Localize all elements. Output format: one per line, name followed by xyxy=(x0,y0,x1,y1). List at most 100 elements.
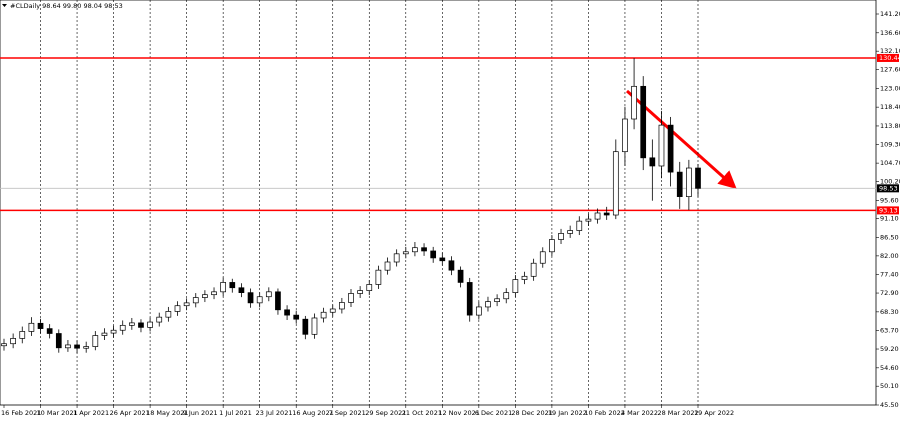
y-tick-label: 45.50 xyxy=(880,401,899,409)
y-tick-label: 132.10 xyxy=(880,47,900,55)
x-tick-label: 10 Feb 2022 xyxy=(584,409,624,417)
candle-body xyxy=(430,250,437,259)
y-tick-label: 68.30 xyxy=(880,308,899,316)
x-tick-label: 19 Jan 2022 xyxy=(548,409,587,417)
y-tick-label: 77.40 xyxy=(880,271,899,279)
candle-body xyxy=(311,317,318,335)
candle-body xyxy=(375,269,382,285)
level-label: 98.53 xyxy=(879,184,898,192)
y-tick-label: 59.20 xyxy=(880,345,899,353)
menu-icon[interactable] xyxy=(2,4,7,7)
candle-body xyxy=(439,257,446,262)
candle-body xyxy=(585,218,592,222)
candle-body xyxy=(521,275,528,280)
candle-body xyxy=(238,287,245,293)
level-label-bg xyxy=(877,206,899,215)
candle-body xyxy=(457,269,464,283)
y-tick-label: 109.30 xyxy=(880,140,900,148)
candle-body xyxy=(55,333,62,349)
y-tick-label: 113.80 xyxy=(880,122,900,130)
candle-body xyxy=(622,118,628,153)
y-tick-label: 104.70 xyxy=(880,159,900,167)
candle-body xyxy=(658,124,665,167)
candle-body xyxy=(667,124,674,173)
x-tick-label: 16 Feb 2021 xyxy=(1,409,41,417)
y-tick-label: 100.20 xyxy=(880,178,900,186)
level-label-bg xyxy=(877,184,899,193)
candle-body xyxy=(192,297,199,304)
candle-body xyxy=(138,322,144,328)
candle-body xyxy=(101,332,108,336)
x-tick-label: 28 Mar 2022 xyxy=(657,409,698,417)
x-tick-label: 28 Dec 2021 xyxy=(511,409,553,417)
y-tick-label: 123.00 xyxy=(880,84,900,92)
candle-body xyxy=(402,251,409,255)
candle-body xyxy=(421,247,427,252)
candle-body xyxy=(19,331,26,339)
x-tick-label: 12 Nov 2021 xyxy=(438,409,480,417)
candle-body xyxy=(92,335,99,347)
candle-body xyxy=(275,291,281,311)
candle-body xyxy=(393,253,400,263)
candle-body xyxy=(475,306,482,316)
candle-body xyxy=(1,343,7,347)
candle-body xyxy=(503,292,510,300)
y-tick-label: 141.20 xyxy=(880,10,900,18)
y-tick-label: 72.90 xyxy=(880,289,899,297)
y-tick-label: 91.10 xyxy=(880,215,899,223)
candle-body xyxy=(640,85,647,159)
candle-body xyxy=(156,316,163,323)
candle-body xyxy=(128,322,135,326)
y-tick-label: 63.70 xyxy=(880,327,899,335)
candle-body xyxy=(265,291,272,298)
candle-body xyxy=(110,329,117,334)
candle-body xyxy=(348,293,354,303)
candle-body xyxy=(384,261,391,271)
x-tick-label: 1 Jul 2021 xyxy=(219,409,252,417)
candle-body xyxy=(567,230,574,234)
x-tick-label: 21 Oct 2021 xyxy=(402,409,442,417)
candle-body xyxy=(448,260,455,271)
candle-body xyxy=(320,311,327,319)
candle-body xyxy=(530,262,537,277)
candle-body xyxy=(539,251,546,264)
candle-body xyxy=(293,314,300,320)
candle-body xyxy=(612,151,619,216)
candle-body xyxy=(512,279,519,293)
y-tick-label: 54.60 xyxy=(880,364,899,372)
candle-body xyxy=(366,284,373,291)
candle-body xyxy=(119,324,126,331)
candle-body xyxy=(576,220,583,231)
x-tick-label: 18 May 2021 xyxy=(146,409,188,417)
candle-body xyxy=(594,212,601,220)
y-tick-label: 86.50 xyxy=(880,233,899,241)
candle-body xyxy=(676,171,683,197)
candle-body xyxy=(220,282,227,293)
candle-body xyxy=(229,282,236,289)
y-tick-label: 118.40 xyxy=(880,103,900,111)
candle-body xyxy=(466,282,473,316)
candle-body xyxy=(649,157,656,167)
candle-body xyxy=(147,321,153,328)
candle-body xyxy=(74,344,80,349)
candle-body xyxy=(603,212,610,216)
candle-body xyxy=(28,322,35,332)
candle-body xyxy=(485,301,491,308)
x-tick-label: 16 Aug 2021 xyxy=(292,409,334,417)
candle-body xyxy=(329,308,336,313)
chart-title: #CLDaily 98.64 99.80 98.04 98.53 xyxy=(10,2,123,10)
candle-body xyxy=(357,290,363,294)
x-tick-label: 23 Jul 2021 xyxy=(256,409,293,417)
level-label: 130.44 xyxy=(879,54,900,62)
candle-body xyxy=(211,291,217,296)
candle-body xyxy=(412,247,418,253)
x-tick-label: 29 Sep 2021 xyxy=(365,409,406,417)
level-label: 93.13 xyxy=(879,206,898,214)
candle-body xyxy=(558,233,564,240)
candle-body xyxy=(494,298,500,302)
x-tick-label: 10 Mar 2021 xyxy=(37,409,78,417)
candle-body xyxy=(284,309,290,316)
candle-body xyxy=(686,167,692,197)
candle-body xyxy=(202,294,208,298)
